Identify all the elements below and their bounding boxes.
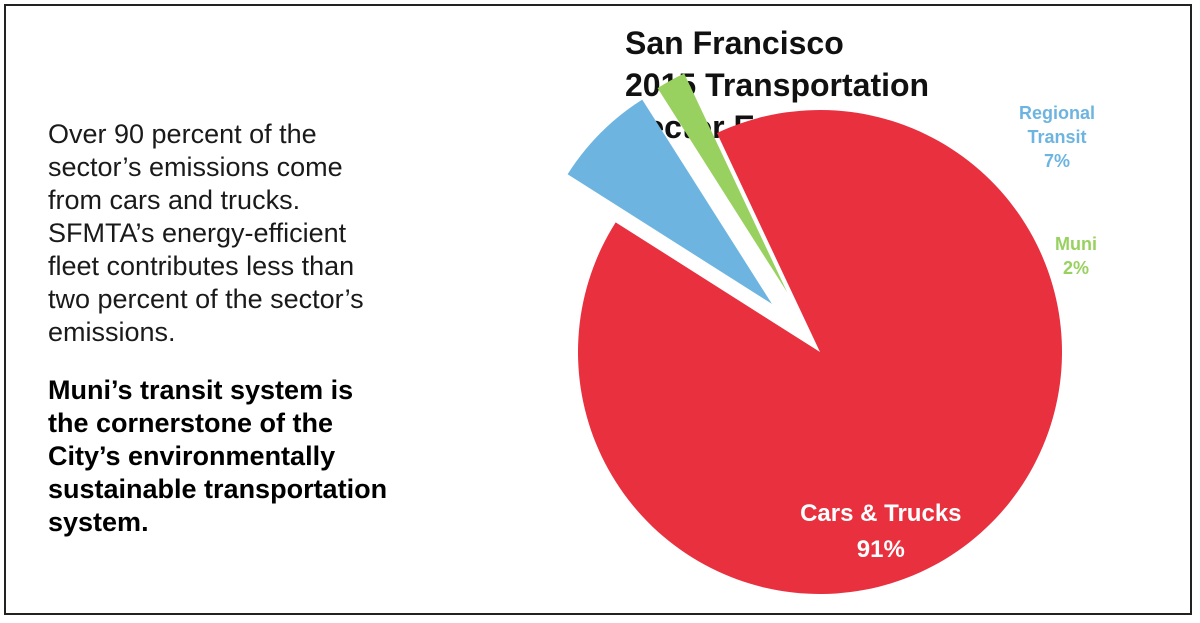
pie-slice-cars-trucks xyxy=(577,110,1062,595)
slice-name-label: Regional xyxy=(1019,103,1095,123)
intro-paragraph: Over 90 percent of the sector’s emission… xyxy=(48,118,488,349)
emphasis-line: City’s environmentally xyxy=(48,441,336,471)
slice-value-label: 7% xyxy=(1044,151,1070,171)
emphasis-line: Muni’s transit system is xyxy=(48,375,354,405)
emphasis-line: sustainable transportation xyxy=(48,474,388,504)
intro-line: two percent of the sector’s xyxy=(48,284,364,314)
intro-line: fleet contributes less than xyxy=(48,251,355,281)
emphasis-line: the cornerstone of the xyxy=(48,408,334,438)
slice-name-label: Cars & Trucks xyxy=(800,500,961,527)
pie-slice-muni xyxy=(657,73,788,293)
slice-name-label: Transit xyxy=(1027,127,1086,147)
intro-line: SFMTA’s energy-efficient xyxy=(48,218,347,248)
emphasis-line: system. xyxy=(48,507,149,537)
chart-title-line: San Francisco xyxy=(625,25,844,61)
pie-slice-regional-transit xyxy=(567,99,772,304)
intro-line: sector’s emissions come xyxy=(48,152,343,182)
chart-title: San Francisco 2015 Transportation Sector… xyxy=(625,22,1045,148)
intro-line: Over 90 percent of the xyxy=(48,119,317,149)
slice-name-label: Muni xyxy=(1055,234,1097,254)
intro-line: emissions. xyxy=(48,317,176,347)
emphasis-paragraph: Muni’s transit system is the cornerstone… xyxy=(48,374,488,539)
slice-value-label: 91% xyxy=(857,536,905,563)
intro-line: from cars and trucks. xyxy=(48,185,301,215)
slice-value-label: 2% xyxy=(1063,258,1089,278)
